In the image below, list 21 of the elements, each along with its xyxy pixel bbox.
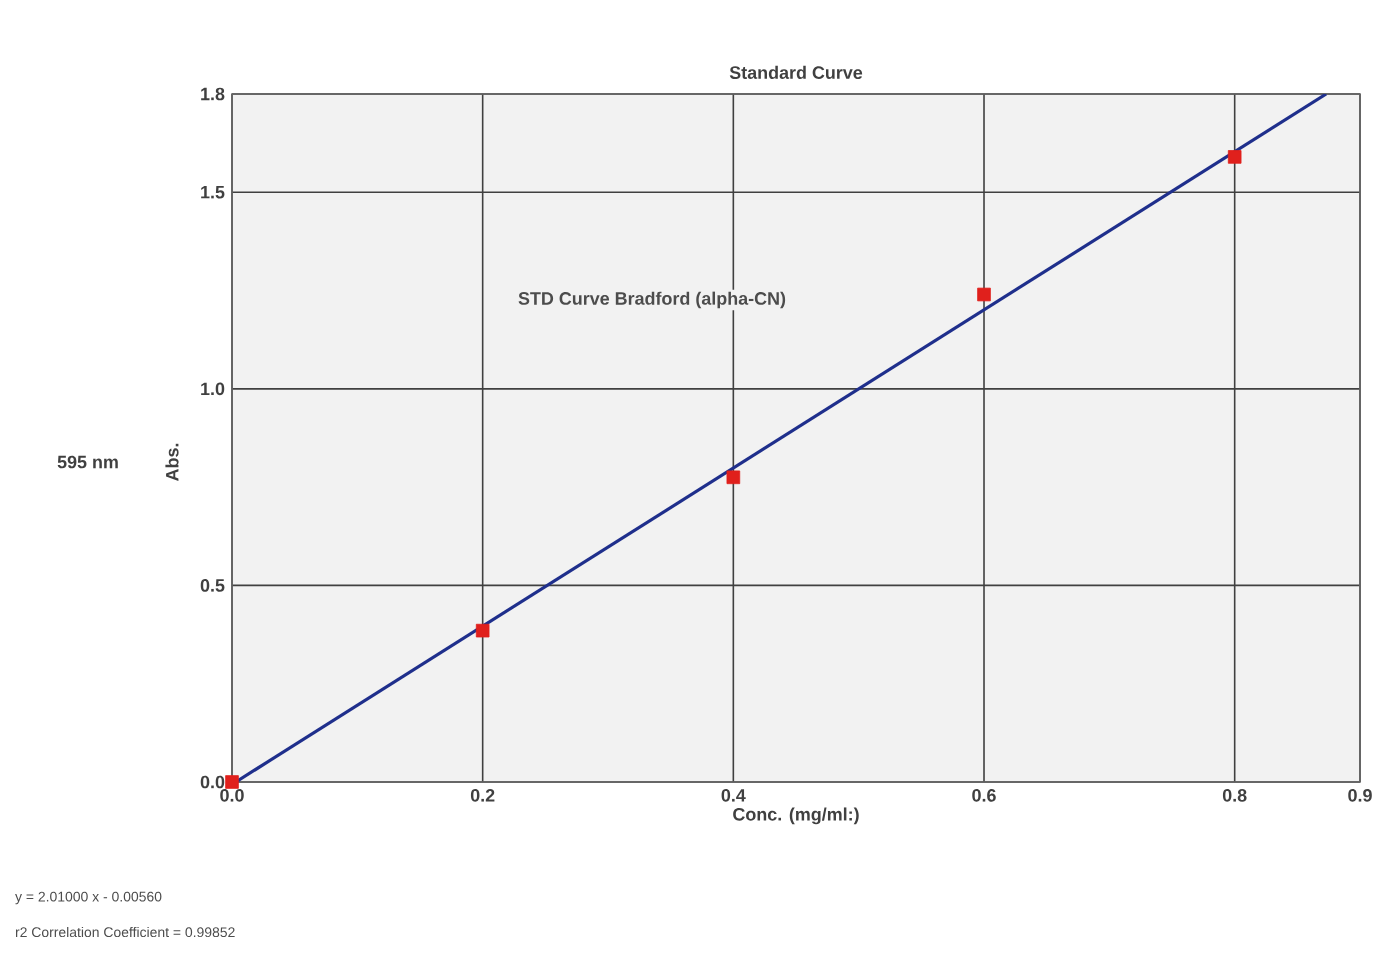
point: [977, 287, 991, 302]
x-tick-label: 0.6: [972, 789, 996, 802]
y-tick-label: 0.0: [200, 775, 225, 789]
x-tick-label: 0.9: [1348, 789, 1372, 802]
annotation: STD Curve Bradford (alpha-CN): [518, 291, 786, 309]
y-tick-label: 1.8: [201, 87, 225, 101]
chart-title: Standard Curve: [729, 65, 863, 79]
text: 595 nm: [57, 455, 118, 469]
point: [475, 623, 490, 638]
point: [1227, 150, 1242, 164]
y-tick-label: 1.0: [201, 382, 225, 396]
y-axis-title: Abs.: [165, 443, 179, 481]
x-axis-title: Conc. (mg/ml:): [733, 807, 859, 825]
x-tick-label: 0.0: [220, 789, 244, 802]
x-tick-label: 0.4: [721, 789, 746, 802]
x-tick-label: 0.8: [1222, 789, 1247, 802]
y-tick-label: 0.5: [200, 579, 225, 592]
y-tick-label: 1.5: [201, 186, 225, 199]
point: [225, 775, 239, 789]
x-tick-label: 0.2: [470, 789, 495, 802]
point: [726, 470, 741, 485]
